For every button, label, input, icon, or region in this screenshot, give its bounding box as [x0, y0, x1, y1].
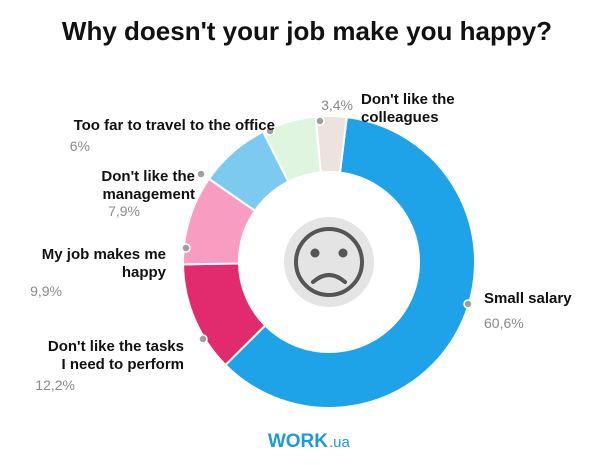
slice-small-salary	[224, 115, 476, 409]
slice-value: 3,4%	[321, 97, 353, 113]
leader-dot	[196, 169, 206, 179]
logo-sub: .ua	[329, 434, 351, 451]
sad-face-icon	[284, 217, 374, 307]
slice-label: Too far to travel to the office	[74, 117, 275, 134]
slice-value: 6%	[70, 138, 90, 154]
logo: WORK .ua	[268, 431, 351, 452]
slice-value: 12,2%	[35, 377, 75, 393]
slice-label: Don't like the	[101, 168, 195, 185]
slice-colleagues	[314, 115, 348, 174]
leader-dot	[198, 334, 208, 344]
slice-label: happy	[122, 264, 167, 281]
leader-dot	[463, 299, 473, 309]
slice-label: Don't like the tasks	[48, 338, 184, 355]
slice-value: 9,9%	[30, 283, 62, 299]
slice-value: 7,9%	[108, 203, 140, 219]
slice-value: 60,6%	[484, 315, 524, 331]
slice-label: colleagues	[361, 109, 439, 126]
slice-label: My job makes me	[42, 246, 166, 263]
leader-dot	[315, 116, 325, 126]
leader-dot	[265, 126, 275, 136]
sad-face-outline	[294, 227, 364, 297]
chart-title: Why doesn't your job make you happy?	[62, 16, 552, 46]
slices-group	[182, 115, 476, 409]
leader-dot	[181, 243, 191, 253]
slice-label: management	[102, 186, 195, 203]
slice-label: I need to perform	[61, 356, 184, 373]
logo-main: WORK	[268, 431, 328, 452]
slice-label: Small salary	[484, 290, 572, 307]
slice-label: Don't like the	[361, 91, 455, 108]
